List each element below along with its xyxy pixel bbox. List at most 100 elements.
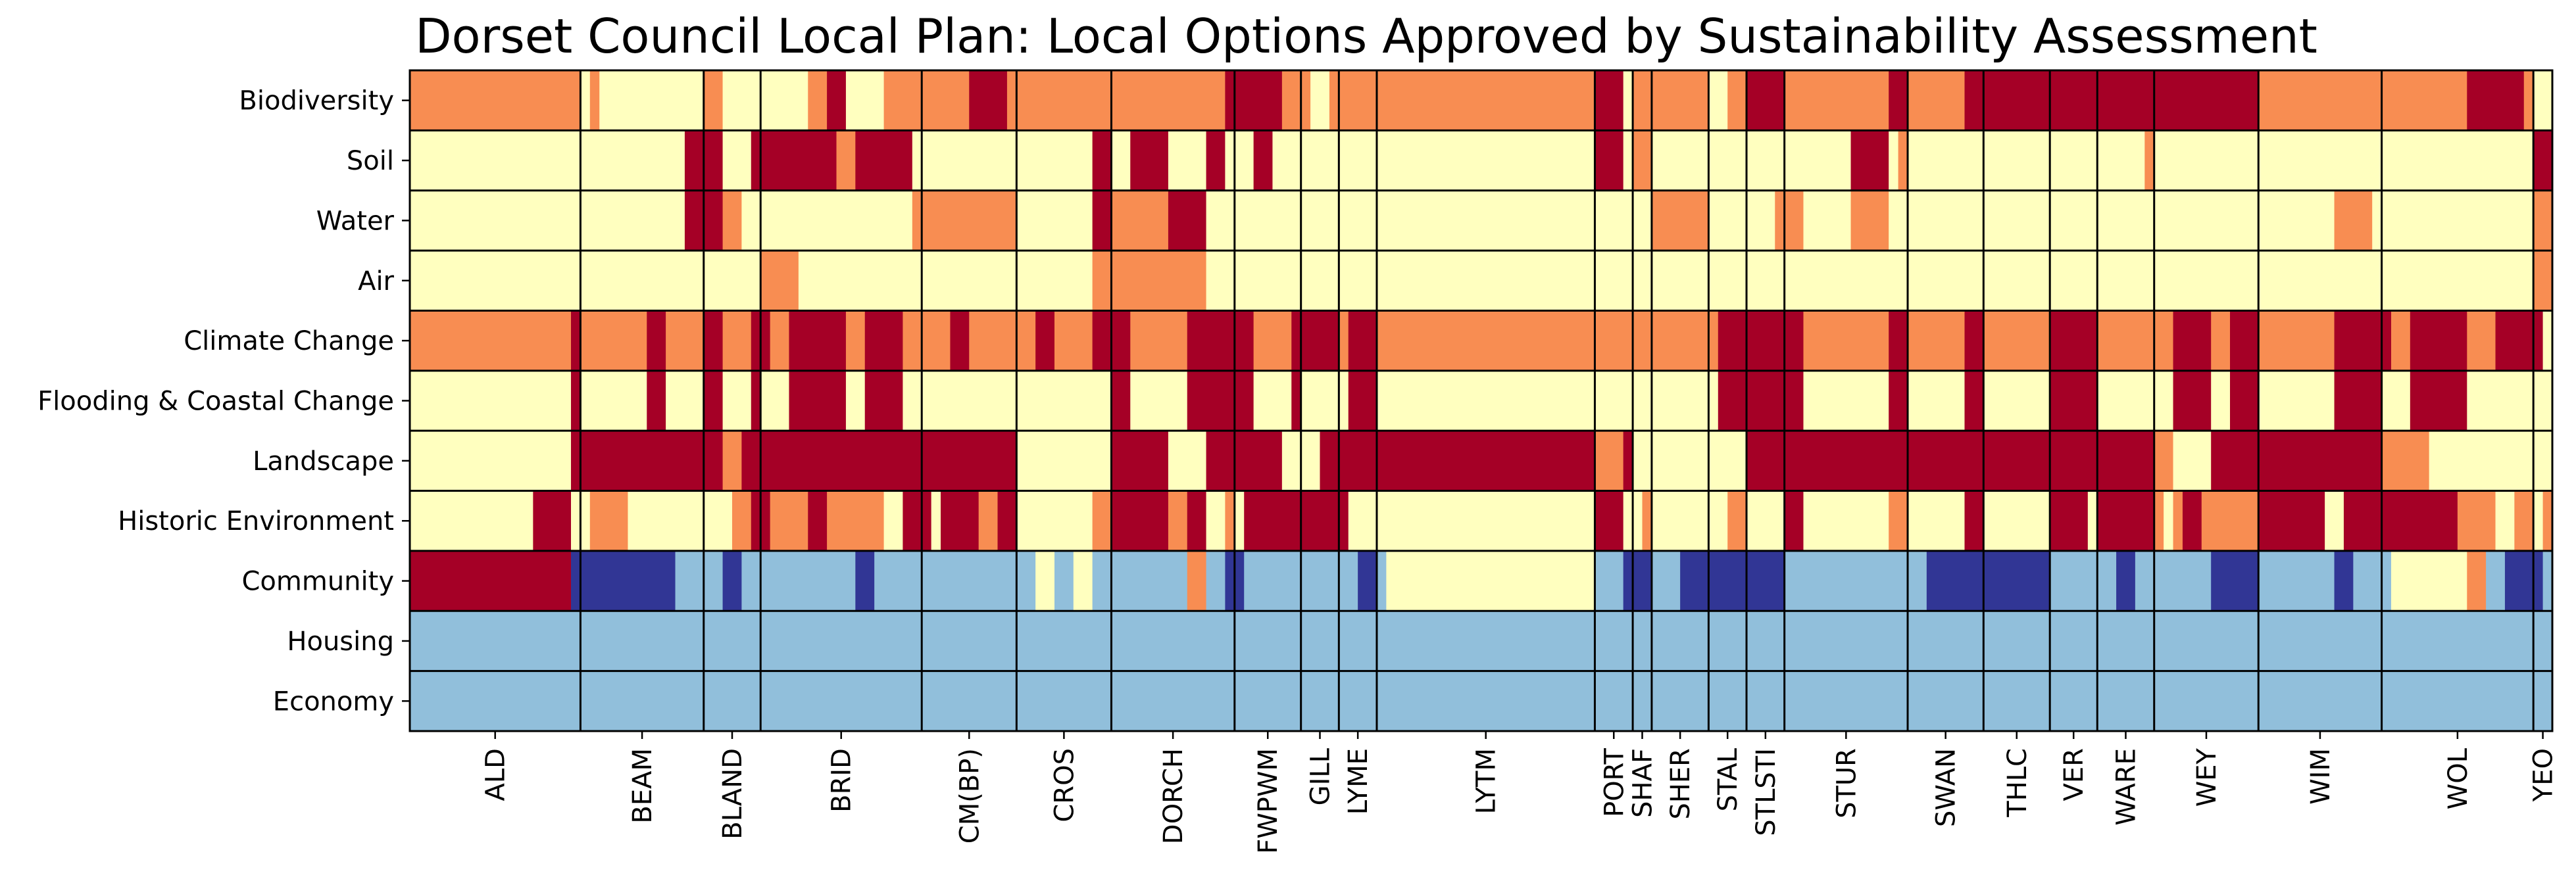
heatmap-cell-historic-environment-41 bbox=[1803, 490, 1889, 552]
heatmap-cell-climate-change-51 bbox=[2381, 310, 2392, 371]
heatmap-cell-landscape-4 bbox=[722, 431, 742, 492]
heatmap-cell-community-4 bbox=[722, 550, 742, 611]
heatmap-cell-historic-environment-15 bbox=[922, 490, 932, 552]
heatmap-cell-community-28 bbox=[1633, 550, 1652, 611]
heatmap-cell-historic-environment-54 bbox=[2258, 490, 2325, 552]
group-label: LYTM bbox=[1472, 748, 1502, 814]
heatmap-cell-water-21 bbox=[1746, 190, 1775, 251]
heatmap-cell-water-4 bbox=[741, 190, 761, 251]
heatmap-cell-water-8 bbox=[1016, 190, 1093, 251]
heatmap-cell-landscape-11 bbox=[1206, 431, 1235, 492]
heatmap-cell-landscape-25 bbox=[1908, 431, 1984, 492]
heatmap-cell-biodiversity-28 bbox=[1651, 70, 1709, 131]
heatmap-cell-community-32 bbox=[1746, 550, 1785, 611]
heatmap-cell-soil-19 bbox=[1272, 130, 1302, 191]
heatmap-cell-community-50 bbox=[2504, 550, 2534, 611]
heatmap-cell-water-17 bbox=[1595, 190, 1633, 251]
heatmap-cell-biodiversity-24 bbox=[1376, 70, 1596, 131]
group-label: STUR bbox=[1831, 748, 1862, 819]
heatmap-cell-community-36 bbox=[1983, 550, 2050, 611]
group-label: CROS bbox=[1049, 748, 1079, 822]
heatmap-cell-soil-30 bbox=[1850, 130, 1889, 191]
heatmap-cell-flooding-coastal-change-34 bbox=[1908, 370, 1966, 431]
heatmap-cell-soil-29 bbox=[1784, 130, 1852, 191]
heatmap-cell-landscape-15 bbox=[1320, 431, 1339, 492]
heatmap-cell-soil-26 bbox=[1651, 130, 1709, 191]
heatmap-cell-landscape-34 bbox=[2429, 431, 2534, 492]
heatmap-cell-historic-environment-14 bbox=[903, 490, 922, 552]
heatmap-cell-biodiversity-7 bbox=[808, 70, 828, 131]
heatmap-cell-air-20 bbox=[1908, 250, 1984, 312]
heatmap-cell-water-1 bbox=[580, 190, 685, 251]
heatmap-cell-community-0 bbox=[410, 550, 572, 611]
heatmap-cell-climate-change-36 bbox=[1746, 310, 1785, 371]
heatmap-cell-climate-change-41 bbox=[1964, 310, 1984, 371]
heatmap-cell-air-4 bbox=[798, 250, 922, 312]
heatmap-cell-community-24 bbox=[1376, 550, 1387, 611]
heatmap-cell-community-23 bbox=[1358, 550, 1377, 611]
heatmap-cell-flooding-coastal-change-16 bbox=[1130, 370, 1188, 431]
group-label: YEO bbox=[2529, 748, 2559, 802]
heatmap-cell-historic-environment-44 bbox=[1964, 490, 1984, 552]
heatmap-cell-biodiversity-15 bbox=[1111, 70, 1207, 131]
heatmap-cell-community-11 bbox=[1035, 550, 1055, 611]
heatmap-cell-soil-9 bbox=[922, 130, 1017, 191]
heatmap-cell-air-9 bbox=[1206, 250, 1235, 312]
heatmap-cell-water-11 bbox=[1168, 190, 1207, 251]
heatmap-cell-historic-environment-56 bbox=[2343, 490, 2383, 552]
heatmap-cell-biodiversity-2 bbox=[589, 70, 600, 131]
heatmap-cell-historic-environment-10 bbox=[770, 490, 808, 552]
heatmap-cell-historic-environment-16 bbox=[931, 490, 941, 552]
heatmap-cell-air-6 bbox=[1016, 250, 1093, 312]
heatmap-cell-historic-environment-50 bbox=[2164, 490, 2174, 552]
heatmap-cell-flooding-coastal-change-23 bbox=[1348, 370, 1377, 431]
heatmap-cell-air-25 bbox=[2258, 250, 2383, 312]
heatmap-cell-climate-change-38 bbox=[1803, 310, 1889, 371]
heatmap-cell-climate-change-1 bbox=[571, 310, 582, 371]
heatmap-cell-landscape-31 bbox=[2211, 431, 2259, 492]
heatmap-cell-landscape-20 bbox=[1633, 431, 1652, 492]
heatmap-cell-climate-change-30 bbox=[1376, 310, 1596, 371]
heatmap-cell-community-39 bbox=[2116, 550, 2136, 611]
heatmap-cell-historic-environment-42 bbox=[1889, 490, 1908, 552]
heatmap-cell-soil-35 bbox=[2050, 130, 2098, 191]
heatmap-cell-climate-change-39 bbox=[1889, 310, 1908, 371]
heatmap-cell-air-27 bbox=[2533, 250, 2553, 312]
heatmap-cell-biodiversity-34 bbox=[1908, 70, 1966, 131]
heatmap-cell-biodiversity-10 bbox=[883, 70, 922, 131]
heatmap-cell-historic-environment-40 bbox=[1784, 490, 1804, 552]
heatmap-cell-historic-environment-32 bbox=[1595, 490, 1624, 552]
heatmap-cell-biodiversity-39 bbox=[2154, 70, 2259, 131]
heatmap-cell-historic-environment-7 bbox=[731, 490, 752, 552]
heatmap-cell-climate-change-2 bbox=[580, 310, 647, 371]
heatmap-cell-air-2 bbox=[703, 250, 761, 312]
heatmap-cell-flooding-coastal-change-48 bbox=[2533, 370, 2553, 431]
heatmap-cell-historic-environment-52 bbox=[2182, 490, 2202, 552]
heatmap-cell-biodiversity-37 bbox=[2050, 70, 2098, 131]
heatmap-cell-soil-28 bbox=[1746, 130, 1785, 191]
heatmap-cell-flooding-coastal-change-21 bbox=[1300, 370, 1339, 431]
heatmap-cell-climate-change-21 bbox=[1111, 310, 1131, 371]
heatmap-cell-water-7 bbox=[922, 190, 1017, 251]
heatmap-cell-climate-change-3 bbox=[647, 310, 666, 371]
heatmap-cell-historic-environment-19 bbox=[997, 490, 1017, 552]
heatmap-cell-water-32 bbox=[2258, 190, 2335, 251]
heatmap-cell-landscape-29 bbox=[2154, 431, 2174, 492]
heatmap-cell-water-29 bbox=[2050, 190, 2098, 251]
heatmap-cell-soil-6 bbox=[836, 130, 856, 191]
heatmap-cell-historic-environment-4 bbox=[589, 490, 629, 552]
heatmap-cell-landscape-24 bbox=[1784, 431, 1908, 492]
group-label: SHER bbox=[1666, 748, 1696, 820]
heatmap-cell-historic-environment-48 bbox=[2097, 490, 2155, 552]
group-label: SHAF bbox=[1628, 748, 1658, 818]
heatmap-cell-historic-environment-3 bbox=[580, 490, 591, 552]
heatmap-cell-water-28 bbox=[1983, 190, 2050, 251]
heatmap-cell-biodiversity-35 bbox=[1964, 70, 1984, 131]
heatmap-cell-flooding-coastal-change-5 bbox=[703, 370, 724, 431]
heatmap-cell-landscape-33 bbox=[2381, 431, 2430, 492]
heatmap-cell-flooding-coastal-change-27 bbox=[1651, 370, 1709, 431]
heatmap-cell-flooding-coastal-change-13 bbox=[922, 370, 1017, 431]
heatmap-cell-biodiversity-12 bbox=[969, 70, 1008, 131]
heatmap-cell-landscape-5 bbox=[741, 431, 761, 492]
heatmap-cell-community-8 bbox=[874, 550, 922, 611]
